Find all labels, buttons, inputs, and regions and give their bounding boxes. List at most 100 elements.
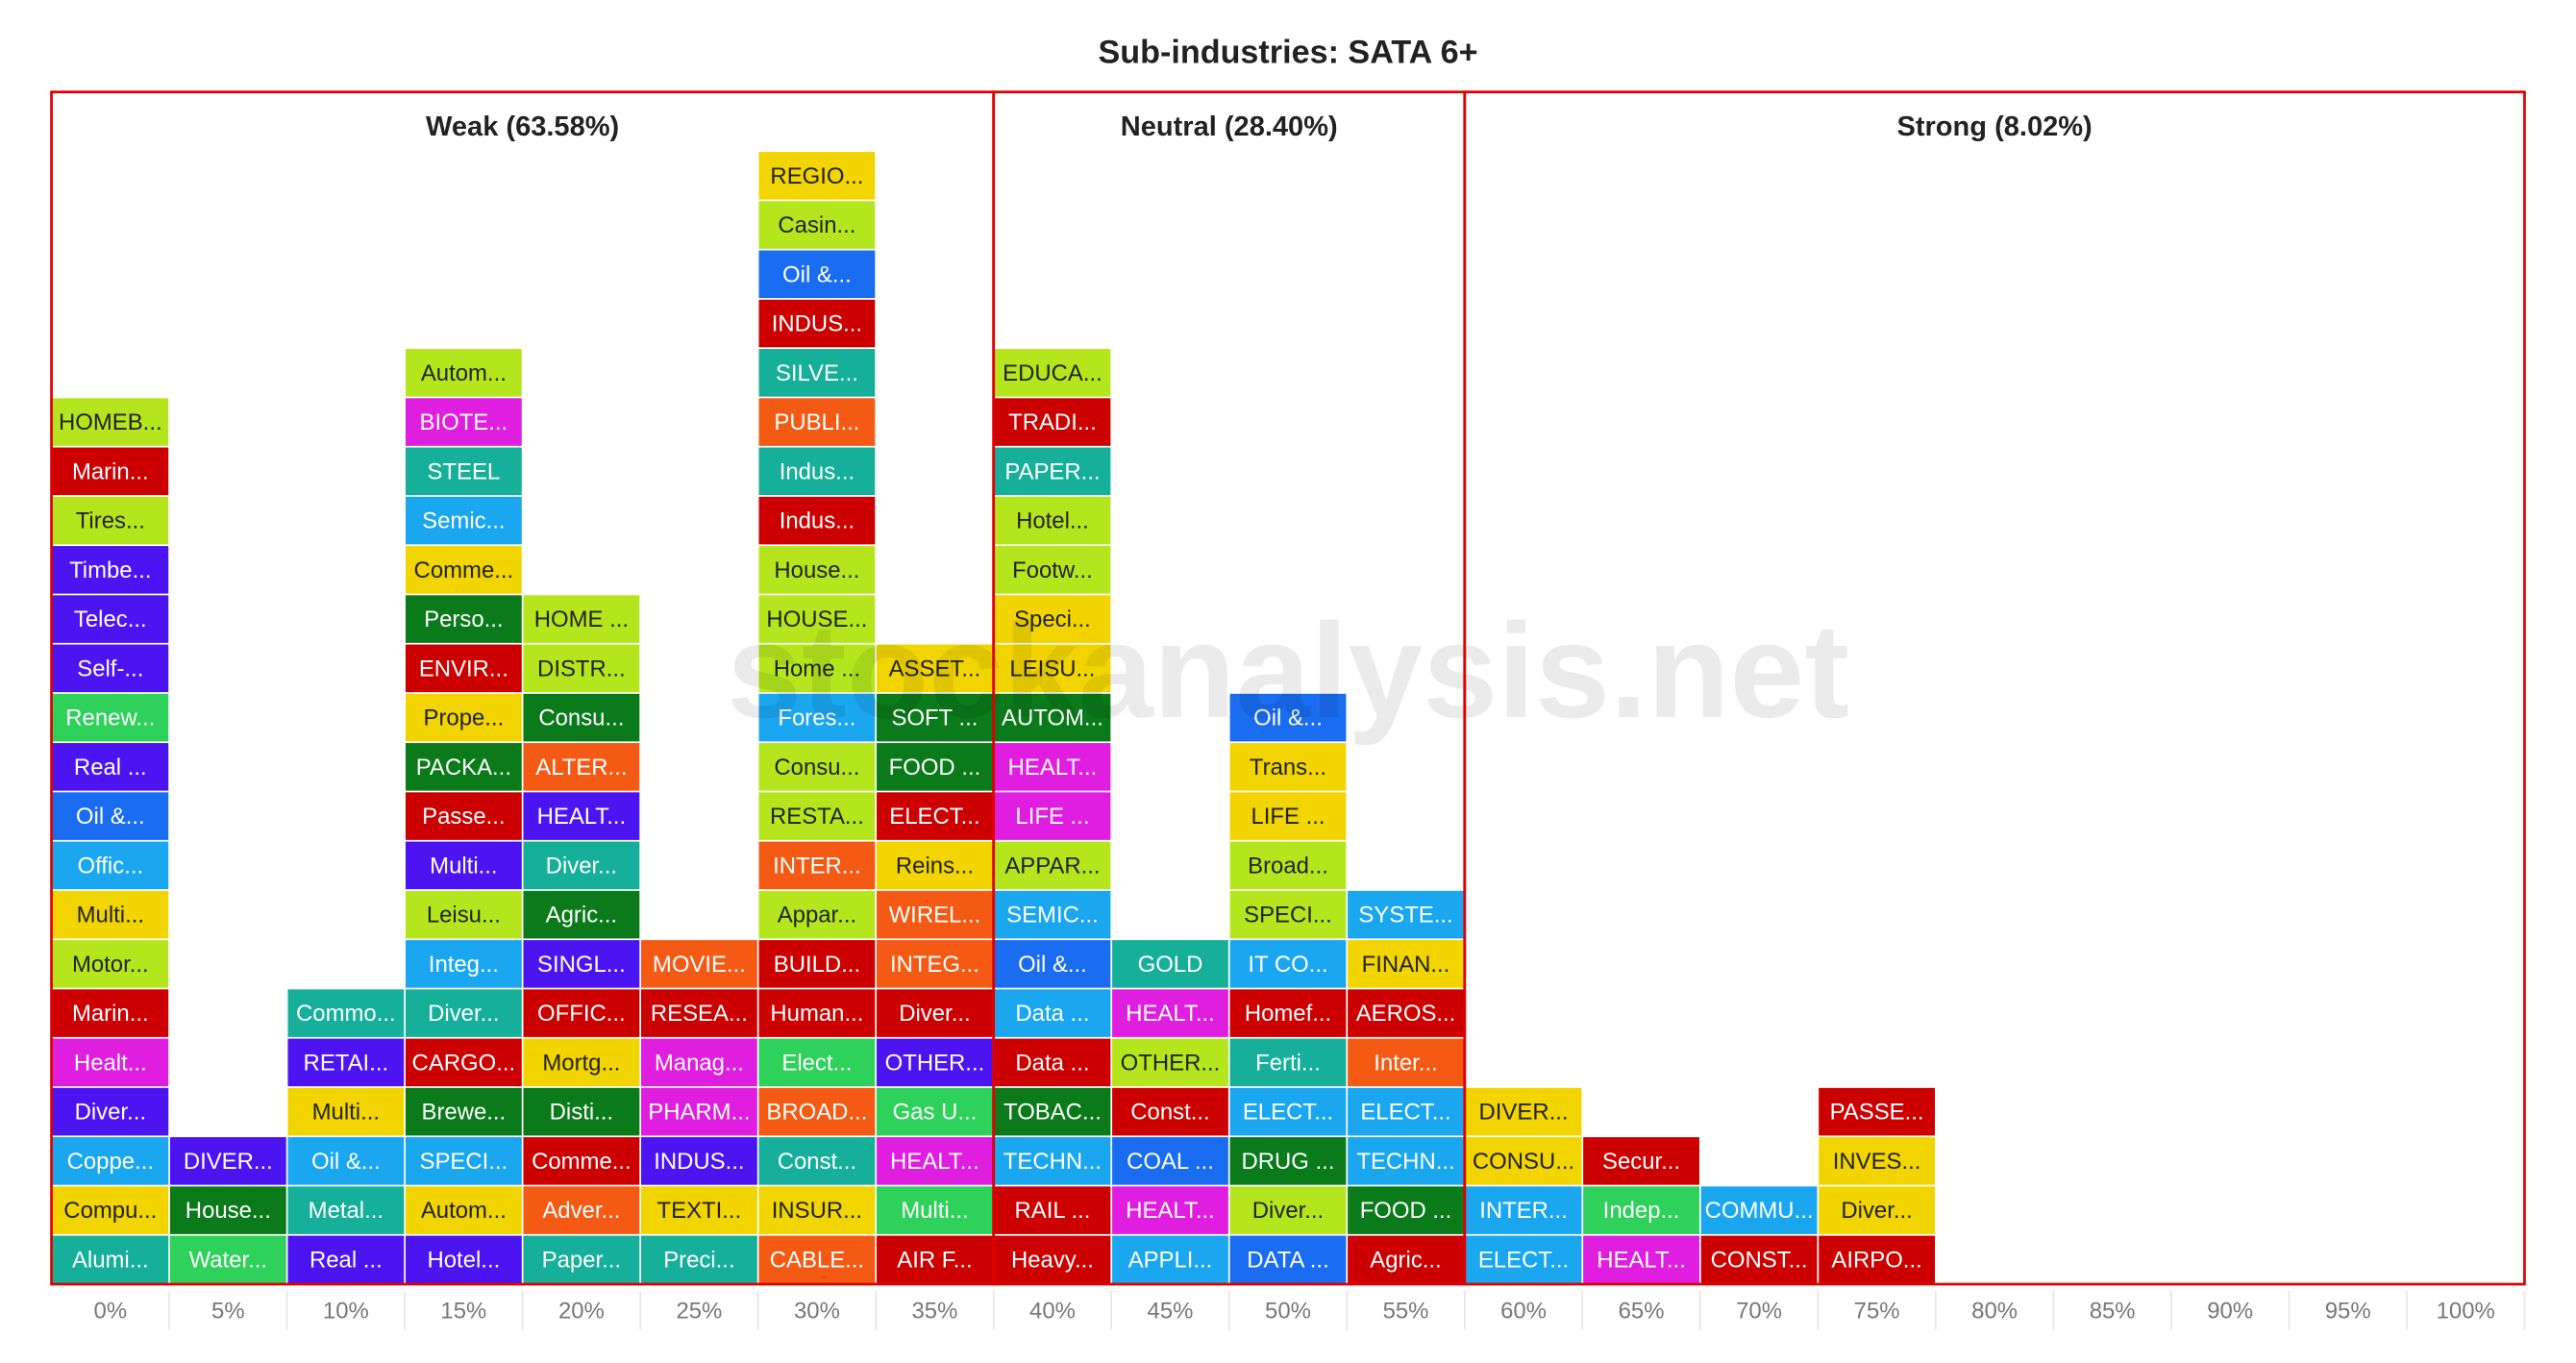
x-tick-label: 70%	[1736, 1298, 1782, 1324]
block	[405, 546, 522, 594]
block	[877, 1186, 993, 1234]
block-label: Manag...	[655, 1050, 744, 1076]
block-label: RESEA...	[651, 1001, 748, 1027]
block	[758, 299, 876, 348]
x-tick-label: 50%	[1265, 1298, 1311, 1324]
block-label: Hotel...	[1016, 508, 1089, 534]
block	[994, 743, 1111, 791]
block-label: Marin...	[72, 1001, 149, 1027]
block	[523, 1235, 640, 1284]
block-label: Tires...	[76, 508, 145, 534]
block-label: SILVE...	[776, 360, 858, 386]
block	[994, 595, 1111, 643]
block	[1229, 940, 1347, 988]
block-label: DIVER...	[184, 1149, 273, 1175]
block-label: Coppe...	[67, 1149, 154, 1175]
block-label: HOMEB...	[59, 409, 162, 435]
block	[1229, 1137, 1347, 1185]
block	[52, 546, 169, 594]
block	[758, 250, 876, 299]
block-label: INVES...	[1833, 1149, 1921, 1175]
block-label: APPLI...	[1128, 1247, 1213, 1273]
block-label: Diver...	[546, 853, 617, 879]
block-label: OFFIC...	[537, 1001, 626, 1027]
block-label: Perso...	[424, 607, 503, 632]
block	[405, 890, 522, 939]
block	[405, 1186, 522, 1234]
block-label: Homef...	[1245, 1001, 1331, 1027]
block	[1465, 1087, 1582, 1136]
block-label: PASSE...	[1830, 1100, 1924, 1126]
block	[877, 1137, 993, 1185]
block	[640, 1038, 757, 1087]
block	[52, 743, 169, 791]
block	[994, 447, 1111, 496]
block-label: Diver...	[428, 1001, 499, 1027]
block	[758, 496, 876, 545]
block-label: INTER...	[773, 853, 861, 879]
block-label: GOLD	[1138, 952, 1203, 978]
block	[523, 1087, 640, 1136]
block	[405, 1087, 522, 1136]
block	[405, 496, 522, 545]
block	[52, 989, 169, 1037]
block-label: AIRPO...	[1831, 1247, 1921, 1273]
x-tick-label: 5%	[211, 1298, 245, 1324]
block	[994, 1186, 1111, 1234]
block	[1700, 1235, 1818, 1284]
block-label: AUTOM...	[1002, 706, 1103, 731]
block	[52, 792, 169, 840]
block-label: Agric...	[546, 903, 617, 929]
block	[994, 940, 1111, 988]
block-label: PACKA...	[416, 755, 511, 781]
block-label: Offic...	[77, 853, 143, 879]
block	[994, 1137, 1111, 1185]
block	[1112, 940, 1228, 988]
block-label: Multi...	[901, 1198, 968, 1224]
block	[758, 743, 876, 791]
block	[523, 1137, 640, 1185]
block-label: Comme...	[532, 1149, 632, 1175]
block	[405, 841, 522, 890]
block-label: BROAD...	[766, 1100, 867, 1126]
block-label: Indus...	[780, 508, 855, 534]
block	[1348, 1186, 1464, 1234]
block-label: Brewe...	[422, 1100, 507, 1126]
block-label: SPECI...	[1244, 903, 1332, 929]
block	[994, 890, 1111, 939]
block-label: INDUS...	[772, 311, 862, 337]
block-label: ELECT...	[1478, 1247, 1569, 1273]
block	[758, 447, 876, 496]
block-label: FOOD ...	[889, 755, 981, 781]
section-label: Neutral (28.40%)	[1121, 112, 1338, 142]
block-label: FOOD ...	[1360, 1198, 1452, 1224]
block-label: Home ...	[774, 656, 860, 682]
block-label: Multi...	[77, 903, 144, 929]
block	[758, 398, 876, 446]
block	[52, 1087, 169, 1136]
block-label: Reins...	[896, 853, 974, 879]
block-label: Metal...	[309, 1198, 384, 1224]
block-label: Data ...	[1015, 1001, 1089, 1027]
block-label: COAL ...	[1127, 1149, 1214, 1175]
block-label: Agric...	[1370, 1247, 1441, 1273]
block	[1112, 1186, 1228, 1234]
x-tick-label: 85%	[2090, 1298, 2136, 1324]
block-label: RETAI...	[304, 1050, 389, 1076]
block-label: Oil &...	[1018, 952, 1087, 978]
block	[287, 1235, 405, 1284]
block	[1112, 1087, 1228, 1136]
block	[52, 398, 169, 446]
block	[405, 447, 522, 496]
block	[1819, 1186, 1936, 1234]
block-label: RESTA...	[770, 804, 864, 830]
block-label: SYSTE...	[1358, 903, 1452, 929]
block-label: LEISU...	[1009, 656, 1095, 682]
block	[523, 595, 640, 643]
block-label: INTEG...	[890, 952, 979, 978]
block-label: Healt...	[74, 1050, 147, 1076]
block-label: Footw...	[1012, 558, 1093, 583]
x-tick-label: 20%	[558, 1298, 605, 1324]
block-label: Consu...	[774, 755, 859, 781]
